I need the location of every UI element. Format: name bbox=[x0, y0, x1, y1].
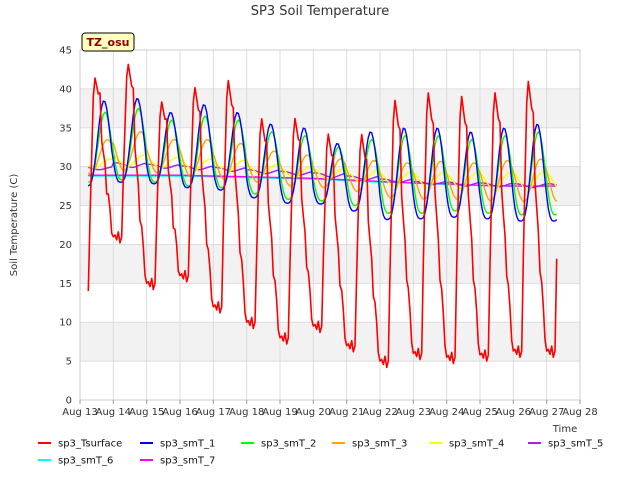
chart-title: SP3 Soil Temperature bbox=[251, 4, 389, 19]
y-axis: 0 5 10 15 20 25 30 35 40 45 bbox=[59, 46, 72, 407]
x-tick-label: Aug 18 bbox=[229, 407, 264, 418]
x-tick-label: Aug 23 bbox=[396, 407, 431, 418]
plot-frame bbox=[79, 49, 581, 401]
legend-label: sp3_Tsurface bbox=[58, 439, 122, 450]
band bbox=[80, 88, 580, 128]
y-axis-title: Soil Temperature (C) bbox=[9, 174, 20, 277]
y-tick-label: 15 bbox=[59, 279, 72, 290]
tz-badge: TZ_osu bbox=[81, 32, 135, 52]
legend-label: sp3_smT_5 bbox=[548, 439, 603, 450]
y-tick-label: 20 bbox=[59, 240, 72, 251]
legend-label: sp3_smT_2 bbox=[261, 439, 316, 450]
x-axis-title: Time bbox=[552, 424, 577, 435]
y-tick-label: 10 bbox=[59, 318, 72, 329]
x-tick-label: Aug 14 bbox=[96, 407, 131, 418]
x-tick-label: Aug 26 bbox=[496, 407, 531, 418]
x-tick-label: Aug 17 bbox=[196, 407, 231, 418]
x-tick-label: Aug 20 bbox=[296, 407, 331, 418]
y-tick-label: 30 bbox=[59, 162, 72, 173]
band bbox=[80, 244, 580, 284]
x-tick-label: Aug 15 bbox=[129, 407, 164, 418]
legend: sp3_Tsurface sp3_smT_1 sp3_smT_2 sp3_smT_3 s… bbox=[38, 439, 603, 467]
x-tick-label: Aug 19 bbox=[262, 407, 297, 418]
series-layer bbox=[87, 63, 558, 369]
legend-label: sp3_smT_6 bbox=[58, 456, 113, 467]
series-line-sp3-Tsurface bbox=[87, 63, 558, 369]
tz-badge-text: TZ_osu bbox=[87, 36, 130, 49]
x-tick-label: Aug 25 bbox=[462, 407, 497, 418]
x-tick-label: Aug 24 bbox=[429, 407, 464, 418]
y-tick-label: 0 bbox=[66, 396, 72, 407]
y-tick-label: 35 bbox=[59, 123, 72, 134]
x-tick-label: Aug 16 bbox=[162, 407, 197, 418]
y-tick-label: 5 bbox=[66, 357, 72, 368]
band bbox=[80, 322, 580, 362]
x-tick-label: Aug 28 bbox=[562, 407, 597, 418]
legend-label: sp3_smT_1 bbox=[160, 439, 215, 450]
y-tick-label: 25 bbox=[59, 201, 72, 212]
x-tick-label: Aug 22 bbox=[362, 407, 397, 418]
x-tick-label: Aug 21 bbox=[329, 407, 364, 418]
x-tick-label: Aug 13 bbox=[62, 407, 97, 418]
legend-label: sp3_smT_7 bbox=[160, 456, 215, 467]
x-tick-label: Aug 27 bbox=[529, 407, 564, 418]
y-tick-label: 45 bbox=[59, 46, 72, 57]
y-tick-label: 40 bbox=[59, 84, 72, 95]
tz-badge-box bbox=[81, 32, 135, 52]
legend-label: sp3_smT_4 bbox=[449, 439, 504, 450]
series-line-sp3-smT-2 bbox=[88, 107, 557, 216]
legend-label: sp3_smT_3 bbox=[352, 439, 407, 450]
